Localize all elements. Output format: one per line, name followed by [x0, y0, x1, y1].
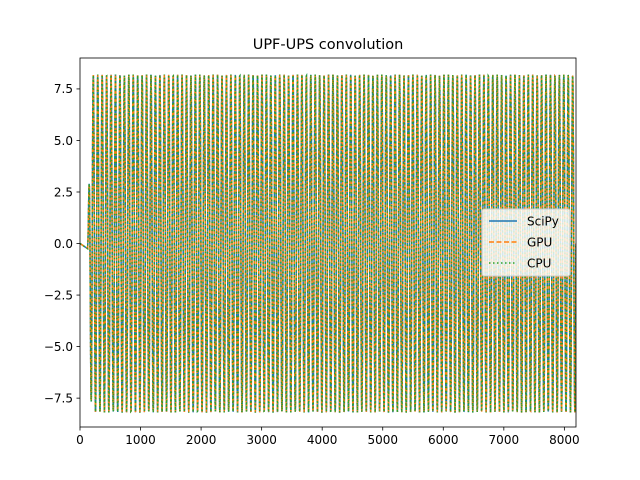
x-tick-label: 2000 [186, 433, 217, 447]
legend-label: CPU [527, 256, 551, 270]
legend: SciPy GPU CPU [481, 208, 571, 277]
legend-box [481, 208, 571, 277]
y-tick-label: 5.0 [54, 134, 73, 148]
series-line-cpu [80, 73, 576, 414]
y-tick-label: −2.5 [44, 288, 73, 302]
x-tick-label: 1000 [125, 433, 156, 447]
x-tick-label: 8000 [549, 433, 580, 447]
y-tick-label: 0.0 [54, 237, 73, 251]
x-tick-label: 7000 [489, 433, 520, 447]
x-tick-label: 3000 [246, 433, 277, 447]
chart-title: UPF-UPS convolution [253, 37, 404, 53]
x-tick-label: 0 [76, 433, 84, 447]
legend-label: SciPy [527, 214, 559, 228]
y-tick-label: −5.0 [44, 340, 73, 354]
y-tick-label: 7.5 [54, 82, 73, 96]
plot-frame [79, 57, 577, 428]
x-tick-label: 6000 [428, 433, 459, 447]
y-axis: −7.5 −5.0 −2.5 0.0 2.5 5.0 7.5 [44, 82, 80, 405]
x-tick-label: 5000 [367, 433, 398, 447]
series-layer [80, 73, 576, 414]
y-tick-label: 2.5 [54, 185, 73, 199]
x-tick-label: 4000 [307, 433, 338, 447]
x-axis: 0 1000 2000 3000 4000 5000 6000 7000 8000 [76, 427, 580, 447]
y-tick-label: −7.5 [44, 391, 73, 405]
legend-label: GPU [527, 235, 552, 249]
